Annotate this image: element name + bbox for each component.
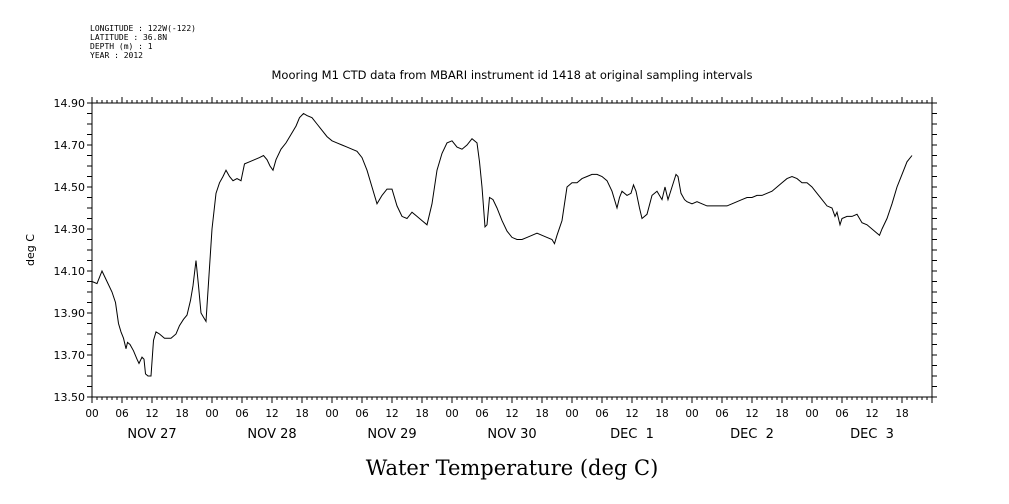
x-tick-label: 18 xyxy=(295,408,308,420)
chart-title: Mooring M1 CTD data from MBARI instrumen… xyxy=(272,68,753,82)
x-tick-label: 12 xyxy=(145,408,158,420)
day-label: DEC 2 xyxy=(730,427,774,442)
y-tick-label: 14.30 xyxy=(54,223,86,236)
x-tick-label: 18 xyxy=(535,408,548,420)
y-tick-label: 14.10 xyxy=(54,265,86,278)
x-tick-label: 18 xyxy=(415,408,428,420)
x-tick-label: 00 xyxy=(805,408,818,420)
x-tick-label: 18 xyxy=(175,408,188,420)
x-tick-label: 00 xyxy=(325,408,338,420)
year-text: YEAR : 2012 xyxy=(90,51,143,60)
x-tick-label: 00 xyxy=(445,408,458,420)
x-tick-labels: 00 06 12 18 00 06 12 18 00 06 12 18 00 06 12 18 00 06 12 18… xyxy=(85,408,908,420)
x-tick-label: 06 xyxy=(475,408,489,420)
x-tick-label: 18 xyxy=(655,408,668,420)
x-tick-label: 12 xyxy=(625,408,638,420)
y-tick-label: 14.90 xyxy=(54,97,86,110)
x-tick-label: 18 xyxy=(895,408,908,420)
x-tick-label: 12 xyxy=(385,408,398,420)
water-temperature-line xyxy=(91,112,913,377)
x-tick-label: 06 xyxy=(595,408,609,420)
day-label: NOV 28 xyxy=(247,427,296,442)
axis-ticks xyxy=(87,97,937,403)
x-tick-label: 00 xyxy=(85,408,98,420)
x-tick-label: 18 xyxy=(775,408,788,420)
y-tick-label: 13.70 xyxy=(54,349,86,362)
latitude-text: LATITUDE : 36.8N xyxy=(90,33,167,42)
day-label: DEC 1 xyxy=(610,427,654,442)
x-tick-label: 06 xyxy=(355,408,369,420)
x-tick-label: 12 xyxy=(505,408,518,420)
x-tick-label: 00 xyxy=(565,408,578,420)
x-axis-label: Water Temperature (deg C) xyxy=(366,456,659,480)
depth-text: DEPTH (m) : 1 xyxy=(90,42,153,51)
y-axis-label: deg C xyxy=(24,234,37,266)
x-tick-label: 06 xyxy=(835,408,849,420)
x-tick-label: 12 xyxy=(745,408,758,420)
plot-frame xyxy=(91,102,933,398)
y-tick-label: 14.70 xyxy=(54,139,86,152)
y-tick-label: 14.50 xyxy=(54,181,86,194)
day-labels: NOV 27 NOV 28 NOV 29 NOV 30 DEC 1 DEC 2 DEC 3 xyxy=(127,427,894,442)
x-tick-label: 12 xyxy=(265,408,278,420)
x-tick-label: 06 xyxy=(115,408,129,420)
x-tick-label: 00 xyxy=(205,408,218,420)
day-label: NOV 29 xyxy=(367,427,416,442)
y-tick-labels: 13.50 13.70 13.90 14.10 14.30 14.50 14.70 14.90 xyxy=(54,97,86,404)
x-tick-label: 12 xyxy=(865,408,878,420)
y-tick-label: 13.50 xyxy=(54,391,86,404)
metadata-block: LONGITUDE : 122W(-122) LATITUDE : 36.8N … xyxy=(90,24,196,60)
longitude-text: LONGITUDE : 122W(-122) xyxy=(90,24,196,33)
y-tick-label: 13.90 xyxy=(54,307,86,320)
day-label: NOV 30 xyxy=(487,427,536,442)
x-tick-label: 00 xyxy=(685,408,698,420)
x-tick-label: 06 xyxy=(235,408,249,420)
day-label: NOV 27 xyxy=(127,427,176,442)
x-tick-label: 06 xyxy=(715,408,729,420)
day-label: DEC 3 xyxy=(850,427,894,442)
